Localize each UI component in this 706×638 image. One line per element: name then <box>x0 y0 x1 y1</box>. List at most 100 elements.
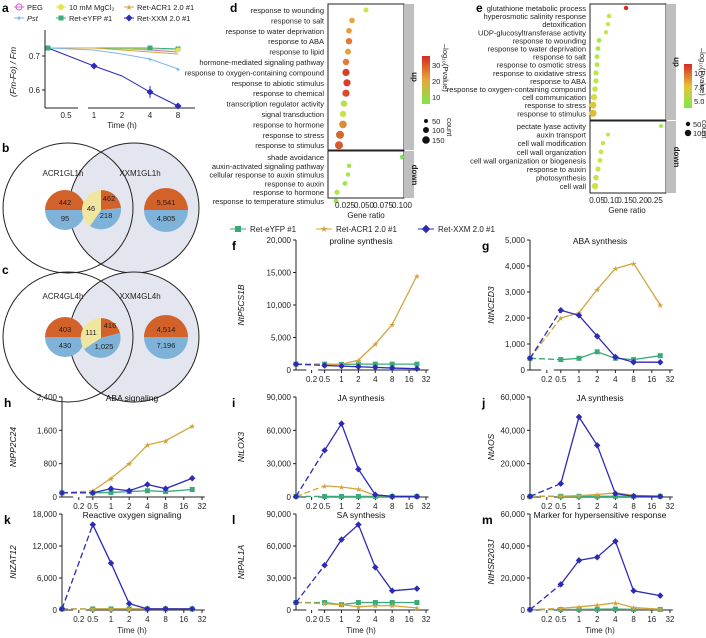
series-gap-line <box>295 363 325 367</box>
panel_d-up-term: response to ABA <box>268 37 324 46</box>
x-tick-label: 1 <box>109 502 114 511</box>
panel-a-point <box>175 47 181 53</box>
data-point <box>292 599 300 606</box>
panel-l-label: l <box>232 513 235 527</box>
series-line <box>92 477 193 494</box>
x-tick-label: 16 <box>405 375 414 384</box>
chart-h: h ABA signaling 0 800 1,600 2,400 0.2 0.5 1 2 4 8 16… <box>4 393 207 511</box>
panel_d-down-term: auxin-activated signaling pathway <box>212 162 324 171</box>
panel-a-point <box>45 45 51 51</box>
data-point <box>355 493 361 499</box>
data-point: ★ <box>107 605 114 614</box>
data-point <box>630 358 637 366</box>
panel_e-down-dot <box>598 149 604 155</box>
panel-e-size-tick: 100 <box>693 129 706 138</box>
data-point: ★ <box>389 321 396 330</box>
panel-a-xtick-label: 4 <box>148 111 153 120</box>
panel_d-up-dot <box>335 141 343 150</box>
data-point <box>144 481 151 488</box>
series-line <box>560 309 661 363</box>
panel-e-colorbar-tick: 7.5 <box>694 83 704 92</box>
x-tick-label: 4 <box>613 375 618 384</box>
venn-c-overlap-pie-a <box>80 317 101 349</box>
panel-e-size-key <box>684 129 692 137</box>
data-point: ★ <box>575 603 582 612</box>
panel_e-down-term: photosynthesis <box>536 174 586 183</box>
panel_d-up-term: response to salt <box>271 16 325 25</box>
panel_d-up-term: hormone-mediated signaling pathway <box>199 58 324 67</box>
panel_d-up-term: response to stimulus <box>255 141 324 150</box>
venn-c-left-pie-down <box>45 337 85 357</box>
x-tick-label: 0.2 <box>541 615 553 624</box>
panel_e-up-term: response to stress <box>525 101 587 110</box>
data-point: ★ <box>594 285 601 294</box>
panel_e-down-term: pectate lyase activity <box>517 122 586 131</box>
x-tick-label: 16 <box>647 615 656 624</box>
y-tick-label: 90,000 <box>267 393 292 402</box>
panel-a-point <box>90 62 98 70</box>
venn-b-overlap-pie-c <box>90 208 122 230</box>
venn-b-overlap-pie-a <box>81 190 101 226</box>
legend-mgcl: 10 mM MgCl₂ <box>69 3 115 12</box>
x-tick-label: 2 <box>356 615 361 624</box>
y-tick-label: 60,000 <box>267 426 292 435</box>
series-line <box>560 602 661 610</box>
data-point: ★ <box>107 474 114 483</box>
y-tick-label: 18,000 <box>33 510 58 519</box>
panel_d-up-dot <box>349 17 355 24</box>
panel-e-down-tag: down <box>672 147 681 168</box>
y-tick-label: 20,000 <box>267 236 292 245</box>
data-point <box>612 490 619 497</box>
panel-e-up-tag: up <box>672 57 681 67</box>
legend-eyfp-marker <box>58 15 64 21</box>
y-axis-label: NtPP2C24 <box>8 427 18 467</box>
panel-h-label: h <box>4 396 11 410</box>
x-axis-label: Time (h) <box>346 626 376 635</box>
panel-a-point <box>174 102 182 110</box>
data-point <box>526 355 534 362</box>
y-axis-label: NtPAL1A <box>236 545 246 580</box>
panel-a-series-pst <box>47 47 179 70</box>
x-tick-label: 8 <box>390 375 395 384</box>
venn-c-overlap-b: 416 <box>104 321 117 330</box>
panel_d-down-dot <box>345 172 351 177</box>
panel-e-xtick: 0.25 <box>647 196 663 205</box>
data-point <box>292 493 300 500</box>
panel-a-xtick-label: 2 <box>120 111 125 120</box>
panel-e-down-frame <box>589 120 667 194</box>
data-point: ★ <box>355 603 362 612</box>
x-tick-label: 32 <box>666 502 675 511</box>
panel-d-size-tick: 100 <box>432 126 445 135</box>
panel_e-down-term: cell wall organization or biogenesis <box>470 156 586 165</box>
data-point <box>557 480 565 487</box>
panel_e-up-term: response to wounding <box>513 36 586 45</box>
data-point <box>355 363 362 371</box>
data-point <box>576 606 582 612</box>
data-point <box>388 587 396 595</box>
chart-j: j JA synthesis 0 20,000 40,000 60,000 0.2 0.5 1 2… <box>481 393 675 511</box>
panel-d-xtick: 0.075 <box>373 201 394 210</box>
series-line <box>92 524 193 610</box>
data-point <box>292 360 300 368</box>
series-gap-line <box>529 357 561 361</box>
x-tick-label: 32 <box>422 615 431 624</box>
series-gap-line <box>295 601 325 605</box>
panel_d-up-term: response to lipid <box>269 48 324 57</box>
series-line <box>92 425 193 492</box>
panel-e-size-key <box>685 121 691 127</box>
x-tick-label: 16 <box>647 502 656 511</box>
chart-l: l SA synthesis 0 30,000 60,000 90,000 0.2 0.5 1 2… <box>232 510 431 635</box>
legend-time-series: Ret-eYFP #1 ★ Ret-ACR1 2.0 #1 Ret-XXM 2.… <box>230 224 495 234</box>
venn-b-overlap-a: 46 <box>87 204 95 213</box>
panel-d-up-tag: up <box>410 72 419 82</box>
y-tick-label: 30,000 <box>267 460 292 469</box>
panel_e-down-dot <box>659 124 663 128</box>
data-point: ★ <box>594 601 601 610</box>
panel_d-down-dot <box>346 163 352 168</box>
data-point <box>372 491 379 499</box>
panel_d-up-term: response to chemical <box>253 89 324 98</box>
venn-c-overlap-c: 1,025 <box>95 342 114 351</box>
y-tick-label: 0 <box>53 606 58 615</box>
y-axis-label: NtZAT12 <box>8 545 18 579</box>
x-tick-label: 1 <box>339 615 344 624</box>
